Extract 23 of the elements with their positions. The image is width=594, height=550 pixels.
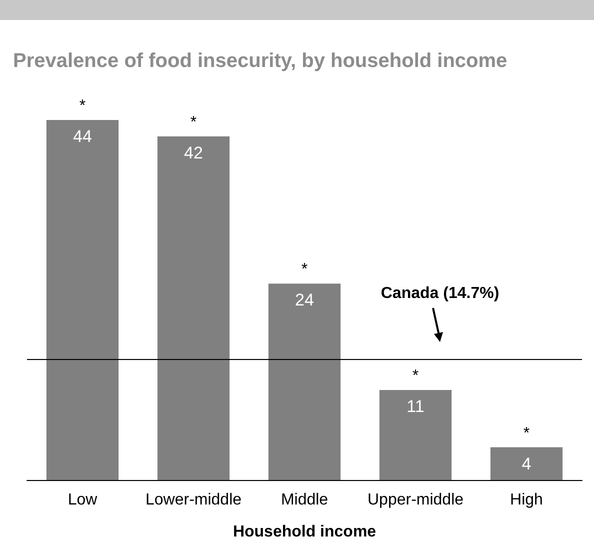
bar bbox=[379, 390, 452, 480]
annotation: * bbox=[301, 261, 308, 278]
chart-title: Prevalence of food insecurity, by household income bbox=[13, 50, 508, 72]
bar bbox=[157, 136, 230, 480]
x-tick-label: Upper-middle bbox=[367, 492, 464, 508]
x-axis-title: Household income bbox=[232, 524, 376, 540]
annotation: * bbox=[523, 424, 530, 442]
data-label: 44 bbox=[73, 127, 92, 146]
x-tick-label: High bbox=[510, 492, 543, 508]
ref-line-label: Canada (14.7%) bbox=[380, 285, 500, 302]
x-tick-label: Lower-middle bbox=[145, 492, 242, 508]
x-tick-label: Low bbox=[68, 492, 98, 508]
bar bbox=[490, 447, 563, 480]
annotation: * bbox=[79, 98, 86, 114]
bar bbox=[268, 284, 341, 480]
annotation: * bbox=[412, 368, 419, 384]
bar bbox=[46, 120, 119, 480]
data-label: 11 bbox=[406, 397, 424, 416]
data-label: 24 bbox=[295, 290, 314, 310]
data-label: 4 bbox=[522, 454, 532, 474]
data-label: 42 bbox=[184, 143, 203, 162]
annotation: * bbox=[190, 114, 197, 131]
x-tick-label: Middle bbox=[280, 492, 328, 508]
